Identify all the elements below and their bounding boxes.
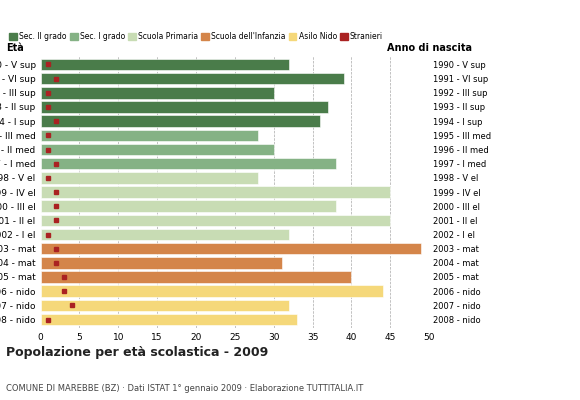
Bar xyxy=(41,214,390,226)
Bar xyxy=(41,300,289,311)
Bar xyxy=(41,271,351,283)
Bar xyxy=(41,229,289,240)
Bar xyxy=(41,285,383,297)
Bar xyxy=(41,115,320,127)
Bar xyxy=(41,73,344,84)
Bar xyxy=(41,314,297,325)
Bar xyxy=(41,144,274,155)
Bar xyxy=(41,130,258,141)
Legend: Sec. II grado, Sec. I grado, Scuola Primaria, Scuola dell'Infanzia, Asilo Nido, : Sec. II grado, Sec. I grado, Scuola Prim… xyxy=(9,32,383,41)
Bar xyxy=(41,87,274,99)
Bar xyxy=(41,158,336,170)
Bar xyxy=(41,200,336,212)
Text: Popolazione per età scolastica - 2009: Popolazione per età scolastica - 2009 xyxy=(6,346,268,359)
Bar xyxy=(41,101,328,113)
Bar xyxy=(41,172,258,184)
Text: Età: Età xyxy=(6,43,23,53)
Text: COMUNE DI MAREBBE (BZ) · Dati ISTAT 1° gennaio 2009 · Elaborazione TUTTITALIA.IT: COMUNE DI MAREBBE (BZ) · Dati ISTAT 1° g… xyxy=(6,384,363,393)
Bar xyxy=(41,186,390,198)
Bar xyxy=(41,243,422,254)
Text: Anno di nascita: Anno di nascita xyxy=(387,43,472,53)
Bar xyxy=(41,257,281,269)
Bar xyxy=(41,59,289,70)
